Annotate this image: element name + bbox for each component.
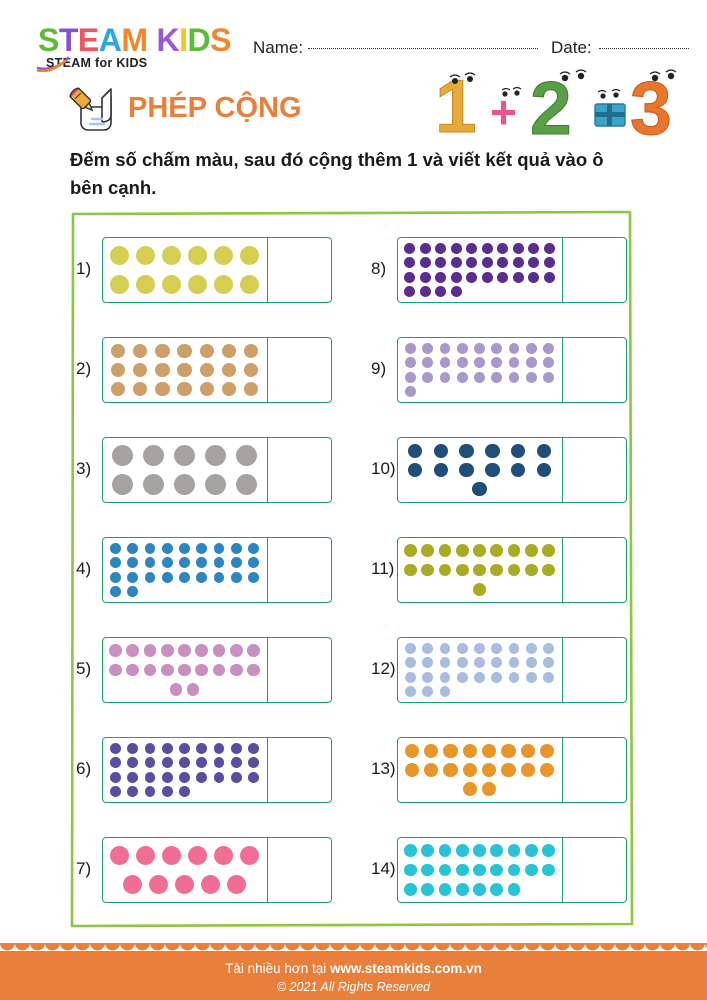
svg-text:3: 3 <box>630 66 672 150</box>
